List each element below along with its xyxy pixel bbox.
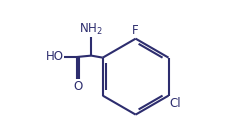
- Text: O: O: [74, 80, 83, 93]
- Text: NH$_2$: NH$_2$: [79, 22, 103, 37]
- Text: HO: HO: [45, 50, 63, 63]
- Text: Cl: Cl: [170, 97, 181, 110]
- Text: F: F: [132, 24, 139, 37]
